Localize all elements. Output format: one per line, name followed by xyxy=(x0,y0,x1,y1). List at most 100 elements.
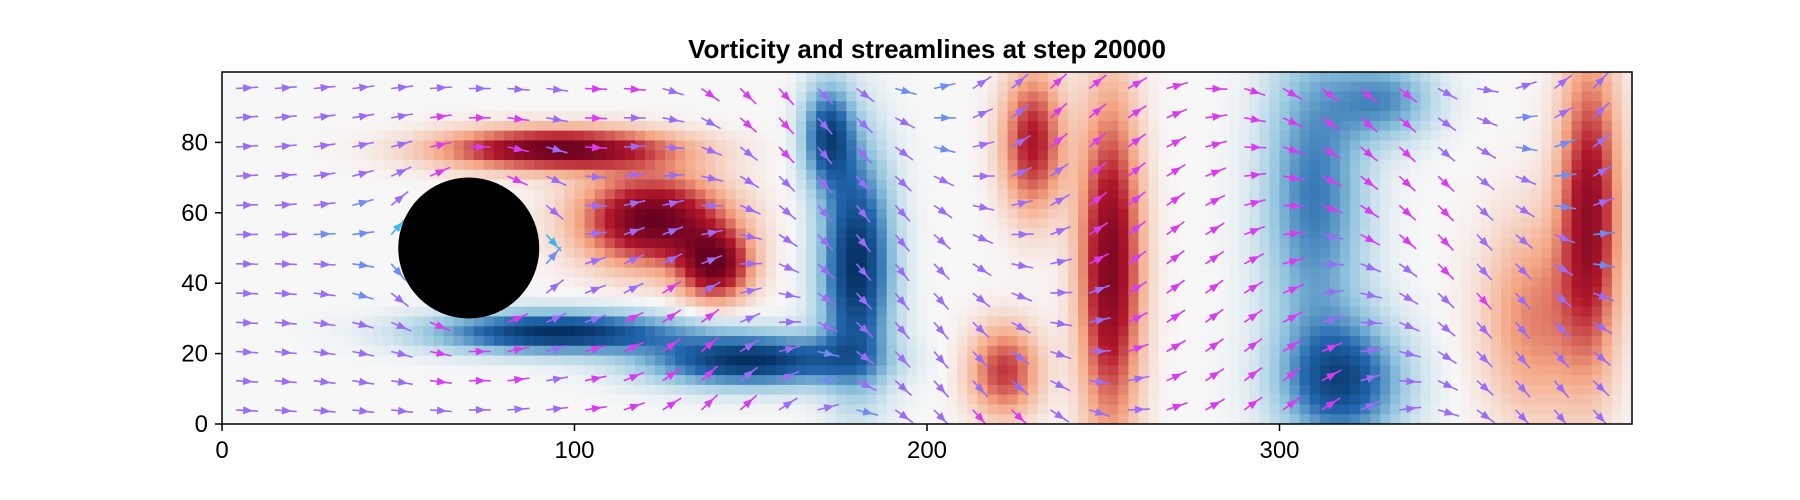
heatmap-cell xyxy=(1390,296,1401,308)
heatmap-cell xyxy=(373,199,384,210)
heatmap-cell xyxy=(967,365,978,376)
heatmap-cell xyxy=(876,326,888,337)
heatmap-cell xyxy=(1571,130,1583,142)
heatmap-cell xyxy=(1571,404,1583,415)
heatmap-cell xyxy=(1198,336,1210,347)
heatmap-cell xyxy=(675,287,686,298)
heatmap-cell xyxy=(796,306,807,318)
heatmap-cell xyxy=(1360,404,1371,415)
heatmap-cell xyxy=(1188,316,1200,327)
heatmap-cell xyxy=(1531,130,1542,142)
heatmap-cell xyxy=(504,111,515,122)
heatmap-cell xyxy=(1430,296,1442,308)
heatmap-cell xyxy=(1219,169,1230,181)
heatmap-cell xyxy=(856,199,868,210)
heatmap-cell xyxy=(1541,81,1553,93)
heatmap-cell xyxy=(1339,306,1351,318)
heatmap-cell xyxy=(1259,365,1271,376)
heatmap-cell xyxy=(1209,150,1220,161)
heatmap-cell xyxy=(1229,189,1240,200)
heatmap-cell xyxy=(1138,189,1150,200)
heatmap-cell xyxy=(886,101,898,112)
heatmap-cell xyxy=(916,384,928,396)
heatmap-cell xyxy=(1239,326,1250,337)
heatmap-cell xyxy=(1047,91,1059,102)
heatmap-cell xyxy=(1581,179,1593,190)
heatmap-cell xyxy=(1269,277,1281,288)
heatmap-cell xyxy=(1491,267,1502,278)
heatmap-cell xyxy=(1360,160,1371,171)
heatmap-cell xyxy=(856,130,868,142)
heatmap-cell xyxy=(1178,91,1190,102)
heatmap-cell xyxy=(1420,394,1432,406)
heatmap-cell xyxy=(655,160,666,171)
heatmap-cell xyxy=(413,150,425,161)
heatmap-cell xyxy=(554,394,566,406)
heatmap-cell xyxy=(242,150,253,161)
heatmap-cell xyxy=(624,111,636,122)
heatmap-cell xyxy=(1279,336,1291,347)
heatmap-cell xyxy=(574,394,586,406)
heatmap-cell xyxy=(1541,316,1553,327)
heatmap-cell xyxy=(1098,394,1109,406)
heatmap-cell xyxy=(645,326,656,337)
heatmap-cell xyxy=(1168,316,1180,327)
heatmap-cell xyxy=(1108,81,1119,93)
heatmap-cell xyxy=(272,130,284,142)
heatmap-cell xyxy=(604,287,616,298)
heatmap-cell xyxy=(544,81,555,93)
heatmap-cell xyxy=(524,336,535,347)
heatmap-cell xyxy=(725,355,737,366)
heatmap-cell xyxy=(1279,179,1291,190)
heatmap-cell xyxy=(1178,199,1190,210)
heatmap-cell xyxy=(876,355,888,366)
heatmap-cell xyxy=(302,414,314,424)
heatmap-cell xyxy=(846,306,858,318)
heatmap-cell xyxy=(987,91,999,102)
heatmap-cell xyxy=(252,384,263,396)
heatmap-cell xyxy=(1601,414,1613,424)
heatmap-cell xyxy=(1027,91,1039,102)
heatmap-cell xyxy=(1289,326,1301,337)
heatmap-cell xyxy=(373,140,384,151)
heatmap-cell xyxy=(1460,101,1472,112)
heatmap-cell xyxy=(1279,218,1291,230)
heatmap-cell xyxy=(1450,238,1462,249)
heatmap-cell xyxy=(403,404,414,415)
heatmap-cell xyxy=(1068,287,1079,298)
heatmap-cell xyxy=(1420,355,1432,366)
heatmap-cell xyxy=(584,101,596,112)
heatmap-cell xyxy=(1501,267,1512,278)
heatmap-cell xyxy=(352,384,364,396)
heatmap-cell xyxy=(1440,306,1452,318)
heatmap-cell xyxy=(1551,228,1563,239)
heatmap-cell xyxy=(1259,169,1271,181)
heatmap-cell xyxy=(665,316,676,327)
heatmap-cell xyxy=(665,91,676,102)
heatmap-cell xyxy=(765,189,777,200)
heatmap-cell xyxy=(1350,199,1361,210)
heatmap-cell xyxy=(1591,267,1603,278)
heatmap-cell xyxy=(1511,345,1522,357)
heatmap-cell xyxy=(624,306,636,318)
heatmap-cell xyxy=(1531,404,1542,415)
heatmap-cell xyxy=(1581,336,1593,347)
heatmap-cell xyxy=(1007,160,1019,171)
heatmap-cell xyxy=(997,404,1009,415)
heatmap-cell xyxy=(504,169,515,181)
heatmap-cell xyxy=(1118,257,1130,269)
heatmap-cell xyxy=(1360,287,1371,298)
heatmap-cell xyxy=(574,238,586,249)
heatmap-cell xyxy=(594,375,606,386)
heatmap-cell xyxy=(1410,316,1422,327)
heatmap-cell xyxy=(1611,248,1623,259)
heatmap-cell xyxy=(1370,208,1381,220)
heatmap-cell xyxy=(624,150,636,161)
heatmap-cell xyxy=(1360,218,1371,230)
heatmap-cell xyxy=(655,189,666,200)
heatmap-cell xyxy=(393,150,404,161)
heatmap-cell xyxy=(1198,218,1210,230)
heatmap-cell xyxy=(967,228,978,239)
heatmap-cell xyxy=(927,72,938,83)
heatmap-cell xyxy=(967,199,978,210)
